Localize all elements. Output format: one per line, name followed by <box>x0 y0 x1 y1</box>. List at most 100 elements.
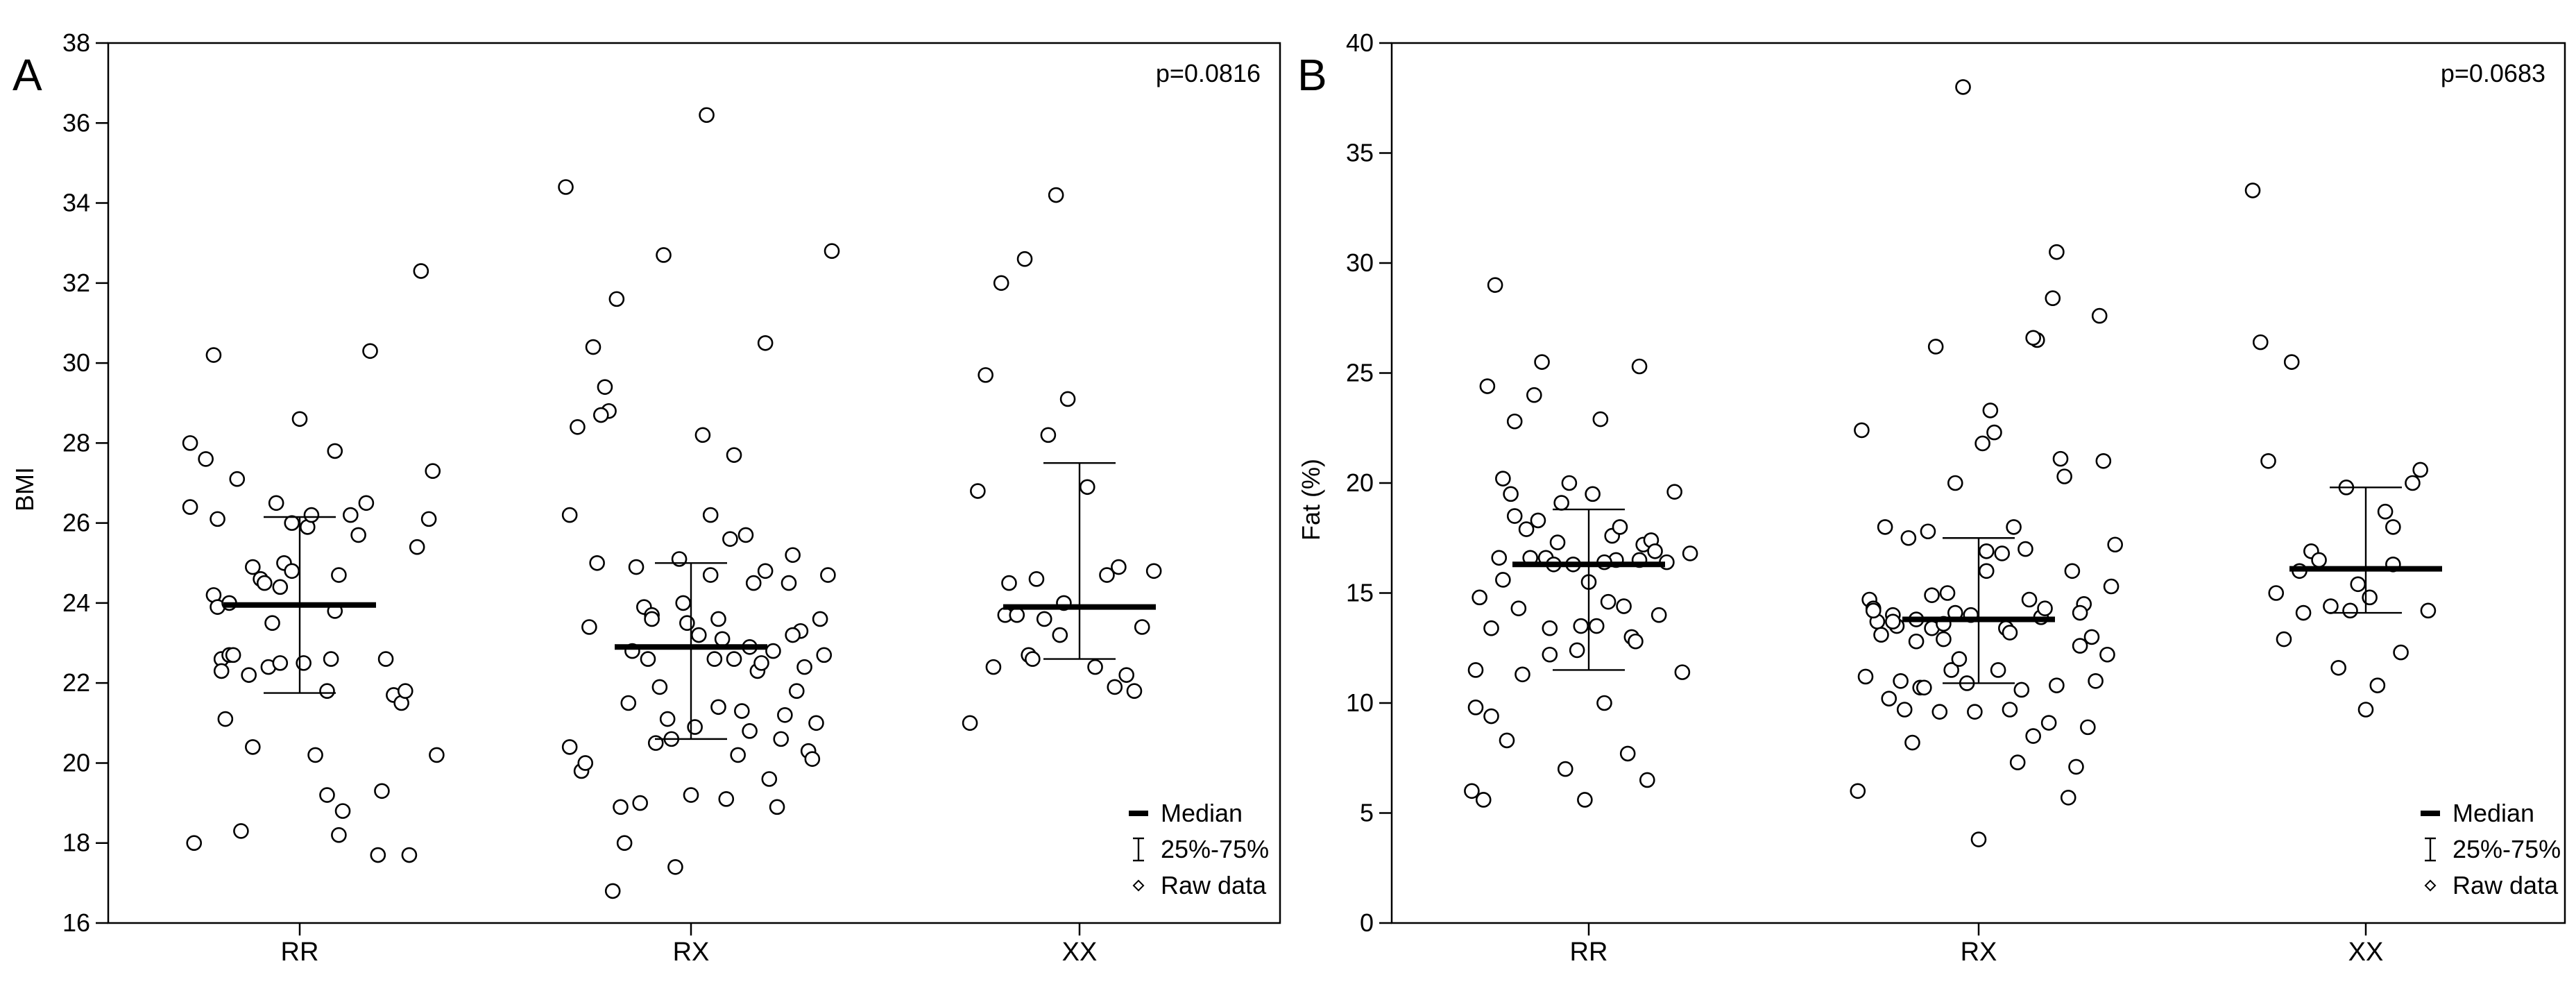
data-point <box>1924 587 1940 603</box>
data-point <box>1530 512 1546 529</box>
data-point <box>1854 422 1870 439</box>
data-point <box>1600 593 1617 610</box>
data-point <box>651 679 668 695</box>
data-point <box>2021 591 2038 608</box>
data-point <box>1040 427 1057 443</box>
data-point <box>182 499 198 515</box>
panel-a: A 16 18 20 22 24 26 28 30 32 34 36 38 BMI RR RX XX p=0.08… <box>10 28 1281 967</box>
data-point <box>824 243 840 260</box>
data-point <box>2080 719 2096 736</box>
data-point <box>2342 602 2358 619</box>
data-point <box>2260 452 2276 469</box>
data-point <box>319 683 335 700</box>
data-point <box>985 659 1002 675</box>
data-point <box>1087 659 1103 675</box>
data-point <box>577 755 594 771</box>
data-point <box>331 827 347 843</box>
data-point <box>753 655 769 671</box>
data-point <box>1464 783 1480 799</box>
data-point <box>1650 607 1667 623</box>
data-point <box>307 747 323 763</box>
data-point <box>788 683 805 700</box>
data-point <box>1982 403 1999 418</box>
data-point <box>1561 475 1578 491</box>
data-point <box>570 419 586 435</box>
data-point <box>1036 611 1052 627</box>
legend: Median 25%-75% Raw data <box>1129 799 1269 899</box>
data-point <box>1588 618 1605 634</box>
data-point <box>2088 672 2104 689</box>
y-tick-label: 30 <box>62 348 90 377</box>
data-point <box>245 559 261 575</box>
data-point <box>1639 772 1655 788</box>
data-point <box>675 595 692 611</box>
data-point <box>2002 625 2018 641</box>
data-point <box>647 735 664 751</box>
plot-frame <box>107 42 1281 924</box>
data-point <box>726 447 742 463</box>
data-point <box>291 411 308 427</box>
data-point <box>413 263 429 279</box>
data-point <box>350 527 366 543</box>
y-tick-label: 15 <box>1346 579 1374 607</box>
data-point <box>1079 479 1095 496</box>
data-point <box>1048 187 1064 203</box>
legend-iqr-label: 25%-75% <box>2453 835 2561 863</box>
data-point <box>217 711 234 727</box>
data-point <box>2068 759 2084 775</box>
data-point <box>2064 563 2081 579</box>
data-point <box>264 615 280 632</box>
data-point <box>370 847 386 863</box>
data-point <box>1585 486 1601 502</box>
data-point <box>1001 575 1017 591</box>
data-point <box>1857 668 1874 685</box>
data-point <box>1118 667 1134 683</box>
data-point <box>644 611 660 627</box>
legend-raw-data-symbol <box>1132 879 1145 892</box>
data-point <box>820 567 836 583</box>
data-point <box>1943 662 1959 678</box>
data-point <box>1483 620 1499 636</box>
data-point <box>1573 618 1589 634</box>
data-point <box>1994 545 2011 561</box>
raw-data-points <box>1464 79 2437 847</box>
data-point <box>1467 662 1484 678</box>
data-point <box>1518 521 1535 537</box>
data-point <box>2056 468 2072 484</box>
data-point <box>420 511 437 527</box>
data-point <box>765 643 781 659</box>
data-point <box>2103 578 2119 595</box>
data-point <box>2362 589 2378 606</box>
data-point <box>284 515 300 531</box>
data-point <box>1009 607 1025 623</box>
x-tick-label: XX <box>1062 938 1098 967</box>
data-point <box>1631 358 1648 375</box>
data-point <box>2295 604 2312 621</box>
data-point <box>773 731 790 747</box>
data-point <box>1487 277 1503 294</box>
raw-data-points <box>182 107 1162 899</box>
data-point <box>1569 642 1585 659</box>
data-point <box>1974 435 1990 452</box>
y-tick-label: 0 <box>1360 908 1374 937</box>
data-point <box>2072 604 2088 621</box>
data-point <box>1479 378 1496 394</box>
y-axis: 16 18 20 22 24 26 28 30 32 34 36 38 <box>62 28 108 937</box>
data-point <box>1052 627 1068 643</box>
data-point <box>1553 495 1569 511</box>
data-point <box>241 667 257 683</box>
data-point <box>726 651 742 667</box>
data-point <box>2072 638 2088 654</box>
data-point <box>374 783 390 799</box>
data-point <box>225 647 241 663</box>
data-point <box>1865 602 1882 619</box>
data-point <box>1978 563 1995 579</box>
data-point <box>962 715 978 731</box>
data-point <box>1596 695 1612 711</box>
data-point <box>730 747 746 763</box>
y-tick-label: 22 <box>62 668 90 697</box>
data-point <box>2052 450 2069 467</box>
data-point <box>1549 534 1566 550</box>
data-point <box>331 567 347 583</box>
